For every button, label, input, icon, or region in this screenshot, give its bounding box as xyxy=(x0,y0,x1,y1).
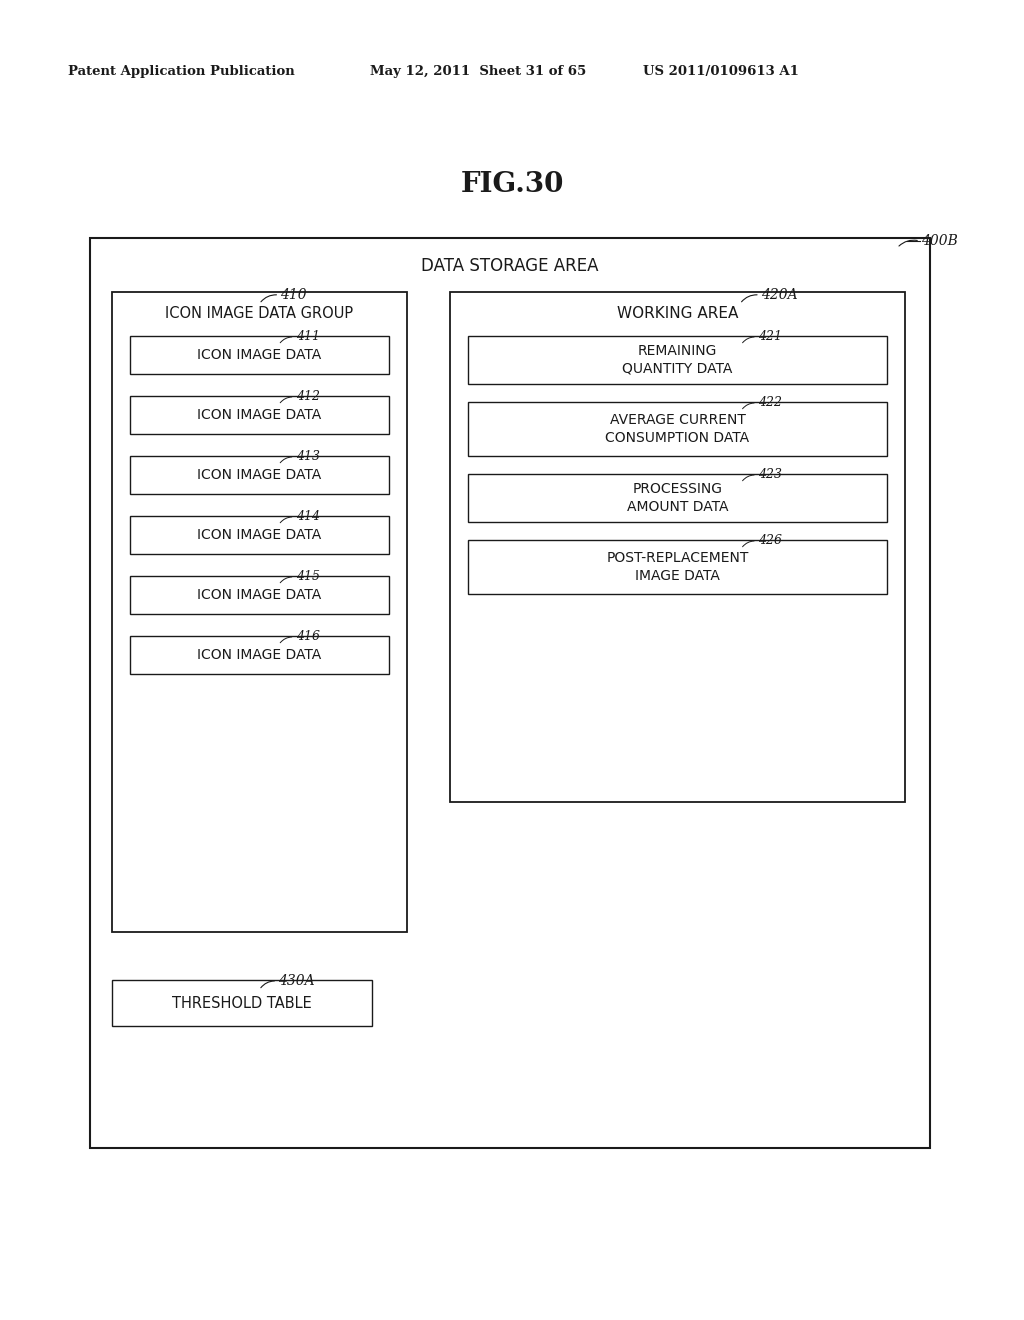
Bar xyxy=(130,576,389,614)
Text: US 2011/0109613 A1: US 2011/0109613 A1 xyxy=(643,66,799,78)
Text: ICON IMAGE DATA: ICON IMAGE DATA xyxy=(198,348,322,362)
Text: ICON IMAGE DATA: ICON IMAGE DATA xyxy=(198,587,322,602)
Bar xyxy=(112,979,372,1026)
Bar xyxy=(468,540,887,594)
Bar xyxy=(130,337,389,374)
Text: AVERAGE CURRENT
CONSUMPTION DATA: AVERAGE CURRENT CONSUMPTION DATA xyxy=(605,413,750,445)
Bar xyxy=(468,403,887,455)
Text: 411: 411 xyxy=(296,330,319,343)
Text: ICON IMAGE DATA: ICON IMAGE DATA xyxy=(198,648,322,663)
Bar xyxy=(90,238,930,1148)
Bar xyxy=(130,516,389,554)
Text: THRESHOLD TABLE: THRESHOLD TABLE xyxy=(172,995,312,1011)
Text: ICON IMAGE DATA GROUP: ICON IMAGE DATA GROUP xyxy=(166,306,353,322)
Text: 410: 410 xyxy=(281,288,307,302)
Text: FIG.30: FIG.30 xyxy=(461,172,563,198)
Bar xyxy=(112,292,407,932)
Text: 421: 421 xyxy=(758,330,782,343)
Text: 416: 416 xyxy=(296,631,319,644)
Bar xyxy=(130,636,389,675)
Text: 413: 413 xyxy=(296,450,319,463)
Text: 426: 426 xyxy=(758,535,782,548)
Text: 412: 412 xyxy=(296,391,319,404)
Text: PROCESSING
AMOUNT DATA: PROCESSING AMOUNT DATA xyxy=(627,482,728,513)
Text: REMAINING
QUANTITY DATA: REMAINING QUANTITY DATA xyxy=(623,345,733,376)
Text: 423: 423 xyxy=(758,469,782,482)
Text: 430A: 430A xyxy=(279,974,314,987)
Text: WORKING AREA: WORKING AREA xyxy=(616,306,738,322)
Text: ICON IMAGE DATA: ICON IMAGE DATA xyxy=(198,469,322,482)
Text: DATA STORAGE AREA: DATA STORAGE AREA xyxy=(421,257,599,275)
Text: 420A: 420A xyxy=(761,288,798,302)
Bar xyxy=(468,337,887,384)
Text: 422: 422 xyxy=(758,396,782,409)
Bar xyxy=(450,292,905,803)
Bar xyxy=(468,474,887,521)
Text: 415: 415 xyxy=(296,570,319,583)
Text: Patent Application Publication: Patent Application Publication xyxy=(68,66,295,78)
Text: POST-REPLACEMENT
IMAGE DATA: POST-REPLACEMENT IMAGE DATA xyxy=(606,552,749,582)
Bar xyxy=(130,396,389,434)
Text: ICON IMAGE DATA: ICON IMAGE DATA xyxy=(198,408,322,422)
Text: ICON IMAGE DATA: ICON IMAGE DATA xyxy=(198,528,322,543)
Text: May 12, 2011  Sheet 31 of 65: May 12, 2011 Sheet 31 of 65 xyxy=(370,66,587,78)
Bar xyxy=(130,455,389,494)
Text: 414: 414 xyxy=(296,511,319,524)
Text: 400B: 400B xyxy=(921,234,957,248)
